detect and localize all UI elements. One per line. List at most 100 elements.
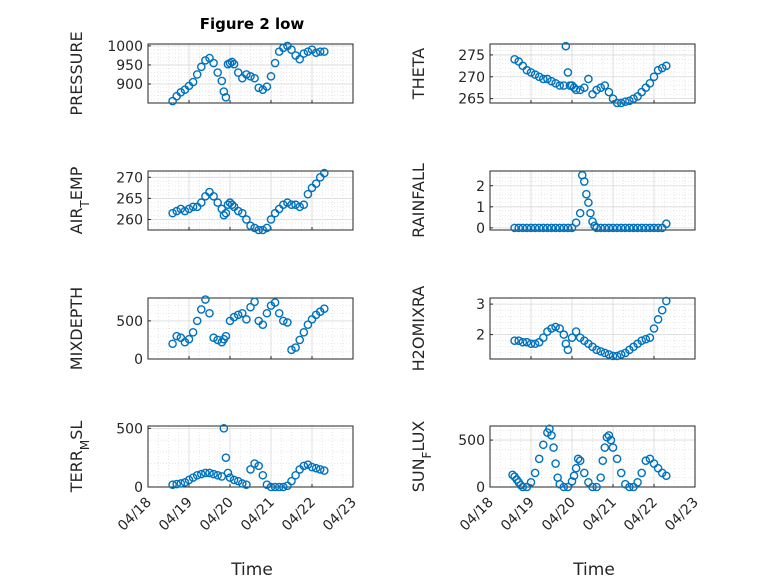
- data-point: [510, 54, 519, 64]
- data-point: [575, 456, 585, 466]
- data-point: [649, 72, 659, 82]
- data-point: [518, 482, 528, 492]
- data-point: [588, 217, 597, 226]
- data-point: [242, 315, 251, 324]
- data-point: [510, 223, 519, 233]
- y-axis-label: H2OMIXRA: [409, 286, 428, 372]
- data-point: [598, 456, 608, 466]
- data-point: [315, 465, 325, 474]
- data-point: [575, 85, 585, 95]
- data-point: [582, 189, 591, 199]
- data-point: [580, 177, 589, 186]
- data-point: [192, 316, 202, 326]
- data-point: [539, 333, 548, 342]
- data-point: [514, 336, 524, 346]
- subplot-sun-flux: 0 500 04/18 04/19 04/20 04/21 04/22 04/23 SUNFLU…: [409, 421, 702, 535]
- data-point: [192, 70, 202, 79]
- data-point: [229, 59, 239, 69]
- x-tick-label: 04/20: [197, 495, 237, 535]
- data-point: [600, 81, 610, 90]
- data-point: [315, 47, 325, 56]
- x-tick-label: 04/21: [238, 495, 278, 535]
- x-tick-label: 04/21: [580, 495, 620, 535]
- y-tick-label: 2: [476, 328, 485, 344]
- data-point: [571, 327, 581, 336]
- data-point: [534, 72, 544, 82]
- x-tick-label: 04/18: [457, 495, 497, 535]
- data-point: [551, 79, 560, 88]
- data-point: [242, 70, 251, 79]
- data-point: [227, 57, 237, 67]
- data-point: [592, 345, 601, 355]
- data-point: [559, 482, 569, 492]
- data-point: [176, 479, 186, 488]
- data-point: [219, 210, 229, 220]
- axes-box: [147, 297, 354, 360]
- subplot-h2omixra: 2 3 H2OMIXRA: [409, 286, 696, 372]
- data-point: [592, 223, 601, 233]
- data-point: [608, 443, 618, 452]
- data-point: [274, 482, 284, 492]
- data-point: [633, 223, 642, 233]
- data-point: [625, 482, 634, 492]
- data-point: [547, 431, 556, 440]
- data-point: [584, 198, 593, 207]
- data-point: [250, 297, 259, 307]
- data-point: [612, 351, 622, 361]
- subplot-mixdepth: 0 500 MIXDEPTH: [67, 287, 354, 370]
- data-point: [637, 468, 647, 478]
- data-point: [530, 70, 540, 79]
- data-point: [510, 336, 519, 346]
- data-point: [283, 198, 292, 207]
- data-point: [291, 200, 300, 210]
- subplot-theta: 265 270 275 THETA: [409, 41, 696, 108]
- data-point: [604, 350, 614, 359]
- data-point: [616, 350, 626, 359]
- data-point: [270, 58, 280, 68]
- data-point: [604, 223, 614, 233]
- axes-box: [489, 43, 696, 104]
- x-tick-label: 04/22: [279, 495, 319, 535]
- y-tick-label: 0: [134, 480, 143, 496]
- data-point: [295, 54, 305, 64]
- data-point: [657, 63, 667, 73]
- x-tick-label: 04/23: [662, 495, 702, 535]
- data-point: [278, 316, 288, 326]
- data-point: [266, 72, 276, 81]
- data-point: [205, 53, 214, 63]
- x-tick-label: 04/19: [156, 495, 196, 535]
- data-point: [596, 347, 606, 356]
- x-tick-label: 04/19: [498, 495, 538, 535]
- data-point: [522, 65, 532, 75]
- y-tick-label: 3: [476, 297, 485, 313]
- data-point: [168, 339, 177, 349]
- data-point: [172, 331, 181, 341]
- data-point: [561, 41, 571, 51]
- data-point: [258, 225, 268, 235]
- data-point: [205, 308, 214, 318]
- data-point: [596, 473, 606, 482]
- data-point: [246, 221, 255, 231]
- y-tick-label: 1: [476, 200, 485, 216]
- data-point: [522, 337, 532, 347]
- data-point: [180, 206, 190, 216]
- data-point: [254, 83, 264, 93]
- data-point: [209, 469, 218, 479]
- data-point: [551, 223, 560, 233]
- data-point: [233, 206, 243, 216]
- data-point: [172, 206, 181, 216]
- data-point: [233, 68, 243, 77]
- y-tick-label: 265: [116, 191, 143, 207]
- data-point: [287, 345, 296, 355]
- data-point: [662, 219, 671, 228]
- data-point: [168, 208, 177, 218]
- data-point: [649, 324, 659, 333]
- data-point: [530, 223, 540, 233]
- y-tick-label: 0: [476, 221, 485, 237]
- x-tick-label: 04/22: [621, 495, 661, 535]
- data-point: [299, 49, 309, 58]
- data-point: [254, 461, 264, 471]
- data-point: [221, 208, 231, 218]
- data-point: [168, 480, 177, 489]
